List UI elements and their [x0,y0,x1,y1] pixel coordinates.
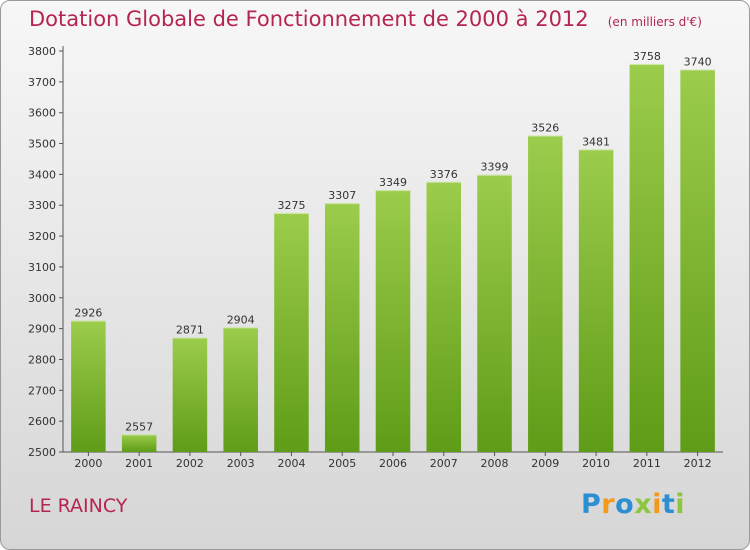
x-tick-label: 2002 [176,457,204,470]
logo-letter: x [634,489,653,520]
data-label: 2926 [74,307,102,320]
bar [680,69,715,452]
bar [528,135,563,452]
logo-letter: i [652,489,662,520]
bar [172,337,208,452]
bar [274,212,309,452]
data-label: 2871 [176,324,204,337]
proxiti-logo: Proxiti [581,489,685,520]
x-tick-label: 2007 [430,457,458,470]
y-tick-label: 3400 [28,168,56,181]
data-label: 3399 [481,161,509,174]
logo-letter: r [601,489,616,520]
logo-letter: o [615,489,635,520]
data-label: 3275 [277,199,305,212]
bar [629,63,665,452]
x-tick-label: 2004 [277,457,305,470]
x-tick-label: 2001 [125,457,153,470]
y-tick-label: 2600 [28,415,56,428]
y-tick-label: 2700 [28,384,56,397]
y-tick-label: 2900 [28,323,56,336]
bar [375,190,411,452]
y-tick-label: 3200 [28,230,56,243]
data-label: 3376 [430,168,458,181]
title-row: Dotation Globale de Fonctionnement de 20… [29,7,702,31]
y-tick-label: 3800 [28,45,56,58]
data-label: 2904 [227,313,255,326]
data-label: 3740 [684,56,712,69]
data-label: 3481 [582,135,610,148]
y-tick-label: 3300 [28,199,56,212]
bar [426,181,462,452]
bar [223,327,258,452]
y-tick-label: 2500 [28,446,56,459]
x-tick-label: 2010 [582,457,610,470]
chart-title: Dotation Globale de Fonctionnement de 20… [29,7,589,31]
y-tick-label: 2800 [28,353,56,366]
bar [477,174,512,453]
data-label: 2557 [125,420,153,433]
bar [71,320,106,452]
bar [324,203,360,452]
y-tick-label: 3700 [28,76,56,89]
logo-letter: i [675,489,686,520]
bar [578,149,614,452]
data-label: 3526 [531,122,559,135]
y-tick-label: 3500 [28,138,56,151]
x-tick-label: 2008 [481,457,509,470]
x-tick-label: 2003 [227,457,255,470]
x-tick-label: 2012 [684,457,712,470]
x-tick-label: 2009 [531,457,559,470]
x-tick-label: 2011 [633,457,661,470]
logo-letter: P [581,489,602,520]
x-tick-label: 2000 [74,457,102,470]
bar [121,434,157,452]
chart-subtitle: (en milliers d'€) [607,15,702,29]
data-label: 3349 [379,176,407,189]
x-tick-label: 2006 [379,457,407,470]
logo-letter: t [661,489,676,520]
y-tick-label: 3100 [28,261,56,274]
data-label: 3758 [633,50,661,63]
commune-name: LE RAINCY [29,495,128,517]
y-tick-label: 3600 [28,107,56,120]
y-tick-label: 3000 [28,292,56,305]
x-tick-label: 2005 [328,457,356,470]
data-label: 3307 [328,189,356,202]
